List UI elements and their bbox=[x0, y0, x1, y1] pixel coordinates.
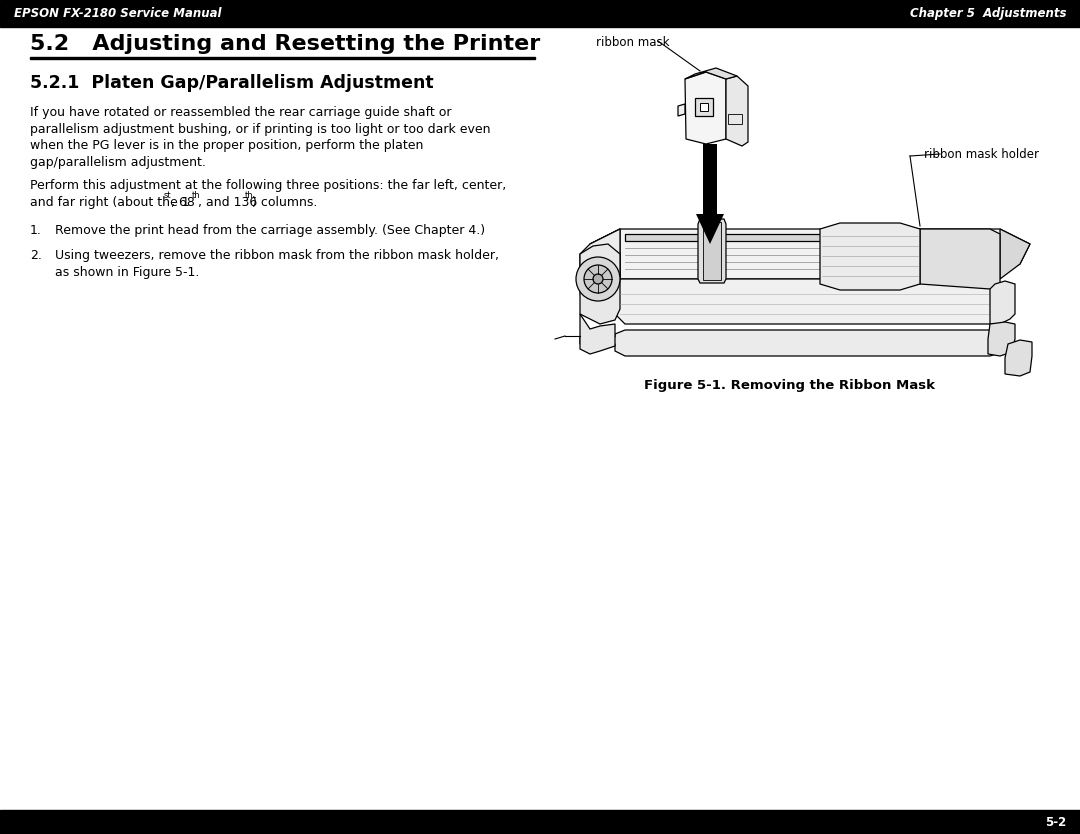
Polygon shape bbox=[920, 229, 1000, 289]
Text: and far right (about the 1: and far right (about the 1 bbox=[30, 195, 190, 208]
Polygon shape bbox=[615, 279, 1000, 324]
Polygon shape bbox=[580, 244, 620, 324]
Polygon shape bbox=[988, 322, 1015, 356]
Circle shape bbox=[593, 274, 603, 284]
Polygon shape bbox=[685, 72, 726, 144]
Bar bbox=[0, 0, 1080, 27]
Polygon shape bbox=[625, 234, 995, 241]
Polygon shape bbox=[678, 104, 685, 116]
Text: EPSON FX-2180 Service Manual: EPSON FX-2180 Service Manual bbox=[14, 7, 221, 20]
Polygon shape bbox=[590, 229, 1030, 279]
Text: Remove the print head from the carriage assembly. (See Chapter 4.): Remove the print head from the carriage … bbox=[55, 224, 485, 237]
Text: 5.2   Adjusting and Resetting the Printer: 5.2 Adjusting and Resetting the Printer bbox=[30, 34, 540, 54]
Text: Chapter 5  Adjustments: Chapter 5 Adjustments bbox=[909, 7, 1066, 20]
Text: st: st bbox=[164, 190, 172, 199]
Bar bbox=[703, 222, 721, 280]
Polygon shape bbox=[590, 229, 620, 279]
Text: 5-2: 5-2 bbox=[1044, 816, 1066, 828]
Circle shape bbox=[576, 257, 620, 301]
Circle shape bbox=[584, 265, 612, 293]
Text: , 68: , 68 bbox=[171, 195, 194, 208]
Text: Using tweezers, remove the ribbon mask from the ribbon mask holder,: Using tweezers, remove the ribbon mask f… bbox=[55, 249, 499, 262]
Polygon shape bbox=[698, 219, 726, 283]
Text: ) columns.: ) columns. bbox=[252, 195, 318, 208]
Text: as shown in Figure 5-1.: as shown in Figure 5-1. bbox=[55, 265, 200, 279]
Polygon shape bbox=[990, 281, 1015, 324]
Polygon shape bbox=[580, 229, 620, 319]
Polygon shape bbox=[1005, 340, 1032, 376]
Bar bbox=[696, 98, 713, 116]
Text: th: th bbox=[191, 190, 200, 199]
Text: Perform this adjustment at the following three positions: the far left, center,: Perform this adjustment at the following… bbox=[30, 179, 507, 192]
Text: ribbon mask: ribbon mask bbox=[596, 36, 670, 49]
Polygon shape bbox=[726, 76, 748, 146]
Text: 5.2.1  Platen Gap/Parallelism Adjustment: 5.2.1 Platen Gap/Parallelism Adjustment bbox=[30, 74, 434, 92]
Text: parallelism adjustment bushing, or if printing is too light or too dark even: parallelism adjustment bushing, or if pr… bbox=[30, 123, 490, 135]
Polygon shape bbox=[685, 68, 737, 79]
Text: If you have rotated or reassembled the rear carriage guide shaft or: If you have rotated or reassembled the r… bbox=[30, 106, 451, 119]
Text: Figure 5-1. Removing the Ribbon Mask: Figure 5-1. Removing the Ribbon Mask bbox=[645, 379, 935, 392]
Polygon shape bbox=[696, 214, 724, 244]
Text: th: th bbox=[245, 190, 254, 199]
Polygon shape bbox=[820, 223, 920, 290]
Polygon shape bbox=[580, 330, 1010, 356]
Text: 2.: 2. bbox=[30, 249, 42, 262]
Bar bbox=[700, 103, 708, 111]
Bar bbox=[0, 810, 1080, 834]
Text: gap/parallelism adjustment.: gap/parallelism adjustment. bbox=[30, 155, 206, 168]
Bar bbox=[728, 114, 742, 124]
Text: , and 136: , and 136 bbox=[199, 195, 258, 208]
Bar bbox=[703, 144, 717, 216]
Bar bbox=[30, 57, 535, 59]
Text: 1.: 1. bbox=[30, 224, 42, 237]
Text: when the PG lever is in the proper position, perform the platen: when the PG lever is in the proper posit… bbox=[30, 139, 423, 152]
Polygon shape bbox=[1000, 229, 1030, 279]
Polygon shape bbox=[580, 314, 615, 354]
Text: ribbon mask holder: ribbon mask holder bbox=[924, 148, 1039, 161]
